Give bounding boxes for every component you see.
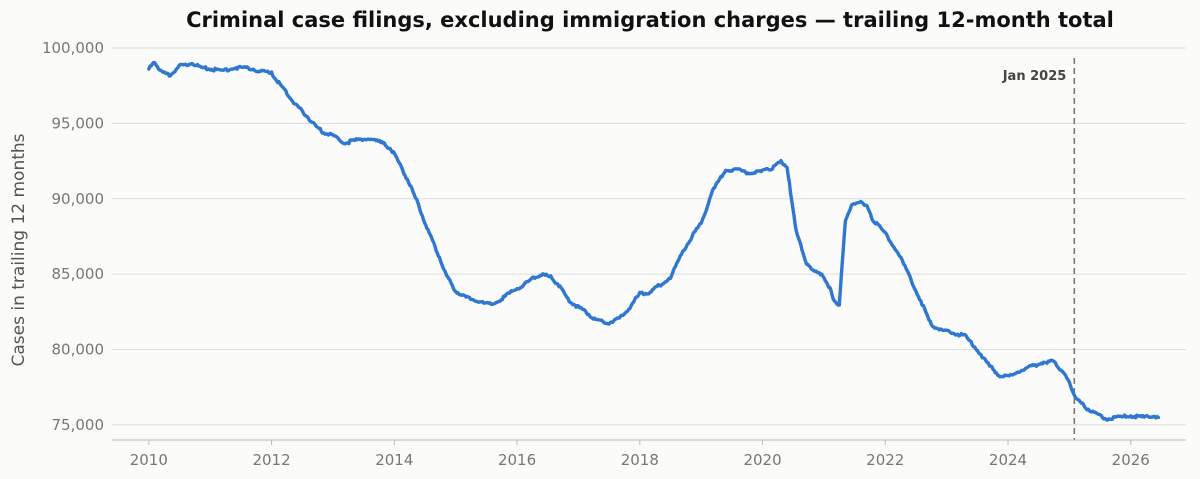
x-tick-label: 2018 — [621, 451, 659, 469]
y-tick-label: 85,000 — [52, 265, 105, 283]
x-tick-label: 2020 — [743, 451, 781, 469]
x-tick-label: 2012 — [252, 451, 290, 469]
reference-line-label: Jan 2025 — [1002, 69, 1067, 84]
reference-line-group: Jan 2025 — [1002, 58, 1076, 440]
y-axis-label: Cases in trailing 12 months — [9, 133, 29, 366]
x-tick-label: 2022 — [866, 451, 904, 469]
chart-title: Criminal case filings, excluding immigra… — [186, 8, 1114, 32]
series-line — [147, 60, 1161, 422]
x-tick-label: 2014 — [375, 451, 413, 469]
y-tick-label: 95,000 — [52, 114, 105, 132]
x-tick-label: 2010 — [130, 451, 168, 469]
x-tick-labels: 2010 2012 2014 2016 2018 2020 2022 2024 2026 — [130, 440, 1150, 469]
y-tick-labels: 75,000 80,000 85,000 90,000 95,000 100,000 — [42, 39, 104, 434]
y-tick-label: 80,000 — [52, 341, 105, 359]
x-tick-label: 2026 — [1112, 451, 1150, 469]
y-tick-label: 100,000 — [42, 39, 104, 57]
y-tick-label: 75,000 — [52, 416, 105, 434]
x-tick-label: 2024 — [989, 451, 1027, 469]
series-group — [147, 60, 1161, 422]
gridlines — [112, 47, 1186, 426]
x-tick-label: 2016 — [498, 451, 536, 469]
y-tick-label: 90,000 — [52, 190, 105, 208]
